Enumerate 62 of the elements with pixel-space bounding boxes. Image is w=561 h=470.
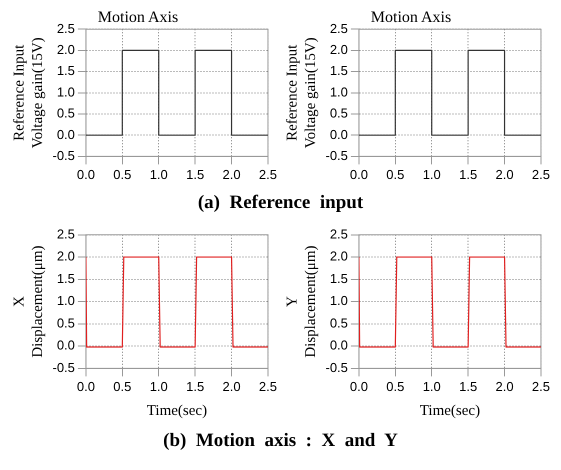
x-tick-label: 2.5: [532, 166, 550, 182]
y-tick-label: 2.0: [56, 248, 75, 264]
x-tick-label: 1.5: [459, 166, 478, 182]
x-axis-title: Time(sec): [420, 402, 480, 419]
y-axis-title: X Displacement(μm): [11, 246, 46, 358]
y-tick-label: 1.5: [330, 63, 348, 78]
y-tick-label: 0.5: [56, 315, 75, 330]
x-tick-label: 0.0: [350, 378, 368, 394]
y-tick-label: 2.5: [330, 226, 348, 242]
x-tick-label: 1.0: [150, 378, 168, 394]
y-tick-label: 0.0: [56, 338, 75, 353]
x-tick-label: 2.5: [258, 166, 278, 182]
x-tick-label: 2.5: [532, 378, 550, 394]
x-tick-label: 1.0: [422, 378, 441, 394]
text: (b) Motion axis : X and Y: [162, 430, 399, 452]
chart-title: Motion Axis: [98, 8, 178, 26]
y-tick-label: 2.0: [330, 42, 348, 57]
y-axis-title: Y Displacement(μm): [284, 246, 320, 358]
y-tick-label: 0.5: [56, 106, 75, 121]
x-axis-title: Time(sec): [146, 402, 208, 419]
y-axis-title: Reference Input Voltage gain(15V): [11, 37, 46, 148]
x-tick-label: 2.0: [222, 166, 241, 182]
y-tick-label: 2.5: [56, 226, 75, 242]
y-tick-label: 1.0: [330, 293, 348, 308]
y-tick-label: 2.5: [56, 20, 75, 36]
y-tick-label: 1.5: [56, 63, 75, 78]
y-axis-title: Reference Input Voltage gain(15V): [284, 37, 320, 148]
y-tick-label: 2.5: [330, 20, 348, 36]
y-tick-label: -0.5: [52, 360, 75, 375]
x-tick-label: 1.0: [150, 166, 168, 182]
y-tick-label: 2.0: [330, 248, 348, 264]
y-tick-label: 0.5: [330, 315, 348, 330]
chart-title: Motion Axis: [370, 8, 452, 26]
y-tick-label: -0.5: [52, 148, 75, 163]
y-tick-label: -0.5: [325, 148, 348, 163]
x-tick-label: 0.0: [76, 166, 95, 182]
x-tick-label: 2.0: [222, 378, 241, 394]
y-tick-label: 0.0: [330, 338, 348, 353]
y-tick-label: 2.0: [56, 42, 75, 57]
x-tick-label: 1.5: [186, 378, 204, 394]
y-tick-label: -0.5: [325, 360, 348, 375]
x-tick-label: 0.5: [386, 378, 404, 394]
x-tick-label: 1.5: [186, 166, 204, 182]
y-tick-label: 1.0: [56, 293, 75, 308]
x-tick-label: 2.5: [258, 378, 278, 394]
x-tick-label: 0.5: [113, 378, 132, 394]
y-tick-label: 0.5: [330, 106, 348, 121]
x-tick-label: 2.0: [496, 378, 514, 394]
y-tick-label: 1.5: [330, 270, 348, 286]
x-tick-label: 0.5: [386, 166, 404, 182]
text: (a) Reference input: [196, 192, 364, 214]
y-tick-label: 1.5: [56, 270, 75, 286]
x-tick-label: 0.0: [76, 378, 95, 394]
x-tick-label: 0.5: [113, 166, 132, 182]
y-tick-label: 0.0: [56, 126, 75, 142]
y-tick-label: 0.0: [330, 126, 348, 142]
x-tick-label: 1.5: [459, 378, 478, 394]
y-tick-label: 1.0: [330, 84, 348, 100]
x-tick-label: 1.0: [422, 166, 441, 182]
x-tick-label: 0.0: [350, 166, 368, 182]
y-tick-label: 1.0: [56, 84, 75, 100]
x-tick-label: 2.0: [496, 166, 514, 182]
